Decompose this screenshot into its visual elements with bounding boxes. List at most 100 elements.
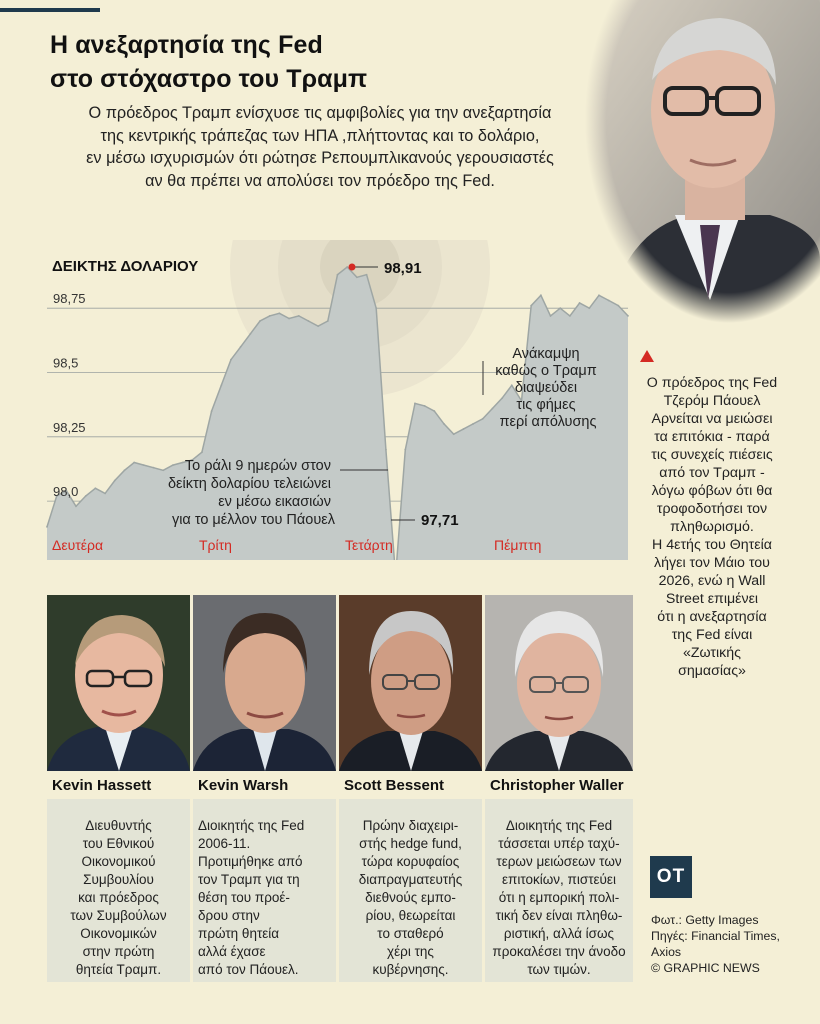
side-note-line: Ο πρόεδρος της Fed xyxy=(646,375,778,391)
data-point xyxy=(65,489,68,492)
desc-line: επιτοκίων, πιστεύει xyxy=(502,872,616,887)
data-point xyxy=(55,495,58,497)
data-point xyxy=(549,314,552,317)
desc-line: και πρόεδρος xyxy=(78,890,159,905)
data-point xyxy=(239,345,242,348)
desc-line: τώρα κορυφαίος xyxy=(361,854,460,869)
data-point xyxy=(598,294,600,297)
annotation-line: Το ράλι 9 ημερών στον xyxy=(185,458,331,474)
annotation-line: περί απόλυσης xyxy=(500,414,597,430)
desc-line: 2006-11. xyxy=(198,836,251,851)
candidate-name: Scott Bessent xyxy=(344,777,445,794)
title-line: Η ανεξαρτησία της Fed xyxy=(50,31,323,59)
max-marker xyxy=(348,263,356,271)
desc-line: χέρι της xyxy=(387,944,434,959)
candidate-description: Πρώην διαχειρι- στής hedge fund, τώρα κο… xyxy=(339,817,482,979)
desc-hassett: Διευθυντής του Εθνικού Οικονομικού Συμβο… xyxy=(47,799,190,982)
data-point xyxy=(559,307,562,310)
x-category-label: Τετάρτη xyxy=(345,537,393,553)
data-point xyxy=(326,320,329,322)
credits: Φωτ.: Getty Images Πηγές: Financial Time… xyxy=(651,912,780,976)
photo-warsh xyxy=(193,595,336,771)
desc-line: στην πρώτη xyxy=(82,944,155,959)
annotation-line: Ανάκαμψη xyxy=(512,346,579,362)
data-point xyxy=(510,384,513,387)
x-category-label: Τρίτη xyxy=(199,537,232,553)
data-point xyxy=(46,525,48,528)
y-tick-label: 98,75 xyxy=(53,291,86,306)
data-point xyxy=(627,314,629,317)
namebar-hassett: Kevin Hassett xyxy=(47,771,190,799)
data-point xyxy=(462,428,465,430)
powell-portrait xyxy=(580,0,820,340)
namebar-waller: Christopher Waller xyxy=(485,771,633,799)
data-point xyxy=(375,307,378,310)
annotation-line: τις φήμες xyxy=(516,397,575,413)
annotation-line: δείκτη δολαρίου τελειώνει xyxy=(168,476,331,492)
side-note-line: τα επιτόκια - παρά xyxy=(654,429,770,445)
data-point xyxy=(230,358,232,361)
credit-line: Axios xyxy=(651,945,682,959)
data-point xyxy=(278,312,281,315)
photo-hassett xyxy=(47,595,190,771)
desc-line: Οικονομικών xyxy=(80,926,157,941)
max-label: 98,91 xyxy=(384,260,422,277)
credit-line: © GRAPHIC NEWS xyxy=(651,961,760,975)
data-point xyxy=(94,487,97,490)
namebar-warsh: Kevin Warsh xyxy=(193,771,336,799)
side-note-line: πληθωρισμό. xyxy=(670,519,754,535)
side-note-line: σημασίας» xyxy=(678,663,746,679)
side-note-line: τις συνεχείς πιέσεις xyxy=(651,447,773,463)
data-point xyxy=(530,304,533,307)
data-point xyxy=(569,314,571,317)
desc-line: θέση του προέ- xyxy=(198,890,290,905)
data-point xyxy=(191,459,194,461)
candidates-panel: Kevin Hassett Διευθυντής του Εθνικού Οικ… xyxy=(47,595,633,982)
desc-line: του Εθνικού xyxy=(82,836,155,851)
annotation-line: καθώς ο Τραμπ xyxy=(495,363,597,379)
candidate-name: Christopher Waller xyxy=(490,777,624,794)
data-point xyxy=(249,332,252,335)
credit-line: Πηγές: Financial Times, xyxy=(651,929,780,943)
data-point xyxy=(433,410,436,412)
desc-line: διεθνούς εμπο- xyxy=(365,890,456,905)
annotation-line: διαψεύδει xyxy=(515,380,577,396)
side-note-line: Αρνείται να μειώσει xyxy=(651,411,773,427)
desc-line: στής hedge fund, xyxy=(359,836,462,851)
data-point xyxy=(210,410,213,412)
data-point xyxy=(259,320,261,322)
desc-line: διαπραγματευτής xyxy=(358,872,463,887)
side-note-line: ότι η ανεξαρτησία xyxy=(657,609,767,625)
data-point xyxy=(501,397,504,400)
candidate-description: Διευθυντής του Εθνικού Οικονομικού Συμβο… xyxy=(47,817,190,979)
candidate-description: Διοικητής της Fed 2006-11. Προτιμήθηκε α… xyxy=(193,817,336,979)
dollar-index-area xyxy=(47,267,628,576)
data-point xyxy=(346,266,349,268)
desc-warsh: Διοικητής της Fed 2006-11. Προτιμήθηκε α… xyxy=(193,799,336,982)
data-point xyxy=(297,314,300,317)
data-point xyxy=(133,461,136,464)
data-point xyxy=(491,407,494,410)
data-point xyxy=(288,317,290,320)
min-label: 97,71 xyxy=(421,512,459,529)
desc-line: τον Τραμπ για τη xyxy=(198,872,300,887)
side-note-line: Street επιμένει xyxy=(665,591,759,607)
title-line: στο στόχαστρο του Τραμπ xyxy=(50,65,368,93)
candidate-name: Kevin Hassett xyxy=(52,777,152,794)
desc-line: Διοικητής της Fed xyxy=(505,818,613,833)
desc-line: τάσσεται υπέρ ταχύ- xyxy=(498,836,620,851)
intro-line: της κεντρικής τράπεζας των ΗΠΑ ,πλήττοντ… xyxy=(100,126,540,145)
desc-line: Διοικητής της Fed xyxy=(198,818,305,833)
intro-text: Ο πρόεδρος Τραμπ ενίσχυσε τις αμφιβολίες… xyxy=(40,102,600,192)
side-note-line: από τον Τραμπ - xyxy=(659,465,765,481)
desc-line: κυβέρνησης. xyxy=(372,962,449,977)
data-point xyxy=(268,314,271,317)
data-point xyxy=(104,492,106,495)
data-point xyxy=(443,423,445,425)
data-point xyxy=(75,505,77,508)
top-accent-bar xyxy=(0,8,100,12)
data-point xyxy=(452,433,455,436)
desc-line: δρου στην xyxy=(198,908,260,923)
annotation-rally-end: Το ράλι 9 ημερών στον δείκτη δολαρίου τε… xyxy=(168,458,336,528)
desc-line: αλλά έχασε xyxy=(198,944,266,959)
